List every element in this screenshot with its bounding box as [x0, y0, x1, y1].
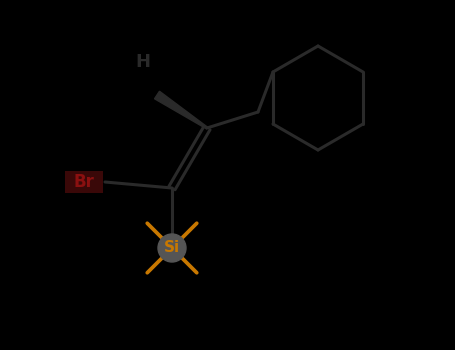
Circle shape — [158, 234, 186, 262]
Polygon shape — [155, 91, 207, 129]
FancyBboxPatch shape — [65, 171, 103, 193]
Text: Br: Br — [74, 173, 95, 191]
Text: Si: Si — [164, 240, 180, 256]
Text: H: H — [136, 53, 151, 71]
